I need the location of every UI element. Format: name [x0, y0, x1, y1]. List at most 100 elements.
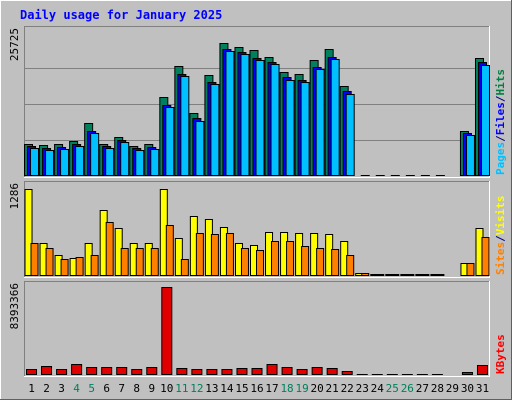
- bar-sites: [421, 274, 430, 276]
- bar-sites: [481, 237, 490, 276]
- bar-kbytes: [386, 374, 398, 375]
- bar-pages: [75, 146, 85, 176]
- legend-entry: /: [494, 235, 507, 242]
- bar-sites: [361, 273, 370, 276]
- day-label: 26: [401, 382, 414, 395]
- scale-label: 1286: [8, 183, 21, 210]
- day-label: 15: [235, 382, 248, 395]
- bar-kbytes: [161, 287, 173, 375]
- bar-kbytes: [461, 372, 473, 375]
- panel-legend: Pages/Files/Hits: [494, 69, 507, 175]
- bar-kbytes: [146, 367, 158, 375]
- legend-entry: Files: [494, 102, 507, 135]
- legend-entry: KBytes: [494, 334, 507, 374]
- bar-sites: [60, 259, 69, 276]
- bar-sites: [406, 274, 415, 276]
- bar-pages: [90, 133, 100, 176]
- day-label: 31: [476, 382, 489, 395]
- bar-kbytes: [116, 367, 128, 375]
- bar-sites: [316, 248, 325, 276]
- bar-kbytes: [476, 365, 488, 375]
- bar-pages: [270, 64, 280, 176]
- panel-background: [24, 281, 490, 377]
- day-label: 11: [175, 382, 188, 395]
- bar-kbytes: [26, 369, 38, 375]
- day-label: 22: [341, 382, 354, 395]
- day-label: 20: [311, 382, 324, 395]
- bar-pages: [30, 148, 40, 176]
- bar-kbytes: [206, 369, 218, 375]
- bar-sites: [436, 274, 445, 276]
- bar-pages: [210, 84, 220, 176]
- panel-legend: KBytes: [494, 334, 507, 374]
- bar-pages: [150, 149, 160, 176]
- legend-entry: /: [494, 135, 507, 142]
- bar-kbytes: [176, 368, 188, 375]
- bar-sites: [256, 250, 264, 276]
- bar-kbytes: [251, 368, 263, 375]
- bar-sites: [301, 246, 310, 276]
- day-label: 6: [103, 382, 110, 395]
- day-label: 16: [250, 382, 263, 395]
- legend-entry: Pages: [494, 142, 507, 175]
- bar-pages: [135, 150, 145, 176]
- bar-kbytes: [431, 374, 443, 375]
- day-label: 12: [190, 382, 203, 395]
- day-label: 9: [148, 382, 155, 395]
- bar-sites: [120, 248, 129, 276]
- scale-label: 25725: [8, 28, 21, 61]
- legend-entry: Visits: [494, 196, 507, 236]
- bar-sites: [225, 233, 234, 276]
- bar-kbytes: [101, 367, 113, 375]
- legend-entry: Hits: [494, 69, 507, 96]
- bar-kbytes: [416, 374, 428, 375]
- bar-kbytes: [236, 368, 248, 375]
- scale-label: 8393366: [8, 283, 21, 329]
- day-label: 29: [446, 382, 459, 395]
- bar-sites: [45, 248, 54, 276]
- day-label: 14: [220, 382, 234, 395]
- bar-kbytes: [341, 371, 353, 375]
- bar-pages: [315, 69, 325, 176]
- day-label: 4: [73, 382, 80, 395]
- day-label: 3: [58, 382, 65, 395]
- bar-sites: [271, 241, 280, 276]
- bar-kbytes: [71, 364, 83, 375]
- bar-visits: [24, 189, 33, 276]
- bar-pages: [465, 135, 475, 176]
- bar-sites: [346, 255, 355, 276]
- bar-kbytes: [266, 364, 278, 375]
- bar-sites: [240, 248, 249, 276]
- bar-pages: [225, 51, 235, 176]
- bar-sites: [376, 274, 385, 276]
- panel-kbytes: 8393366 KBytes: [8, 281, 507, 377]
- bar-pages: [240, 54, 250, 176]
- bar-pages: [360, 175, 370, 176]
- day-label: 5: [88, 382, 95, 395]
- bar-pages: [405, 175, 415, 176]
- bar-kbytes: [371, 374, 383, 375]
- day-label: 17: [265, 382, 278, 395]
- day-label: 19: [295, 382, 308, 395]
- bar-kbytes: [311, 367, 323, 375]
- bar-sites: [286, 241, 295, 276]
- day-label: 18: [280, 382, 293, 395]
- bar-pages: [480, 65, 490, 176]
- panel-visits-sites: 1286 Sites/Visits: [8, 181, 507, 278]
- bar-kbytes: [326, 368, 338, 375]
- bar-kbytes: [56, 369, 68, 375]
- bar-sites: [90, 255, 99, 276]
- bar-sites: [210, 234, 219, 276]
- day-label: 2: [43, 382, 50, 395]
- bar-pages: [45, 150, 55, 176]
- bar-pages: [120, 142, 130, 176]
- bar-pages: [180, 76, 190, 176]
- bar-pages: [390, 175, 400, 176]
- bar-kbytes: [221, 369, 233, 375]
- bar-pages: [165, 107, 175, 176]
- legend-entry: Sites: [494, 242, 507, 275]
- day-label: 25: [386, 382, 399, 395]
- day-label: 10: [160, 382, 173, 395]
- x-axis-day-labels: 1 2 3 4 5 6 7 8 9 10 11 12 13 14 15 16 17 18 19 20 21 22 23 24 2…: [28, 382, 489, 395]
